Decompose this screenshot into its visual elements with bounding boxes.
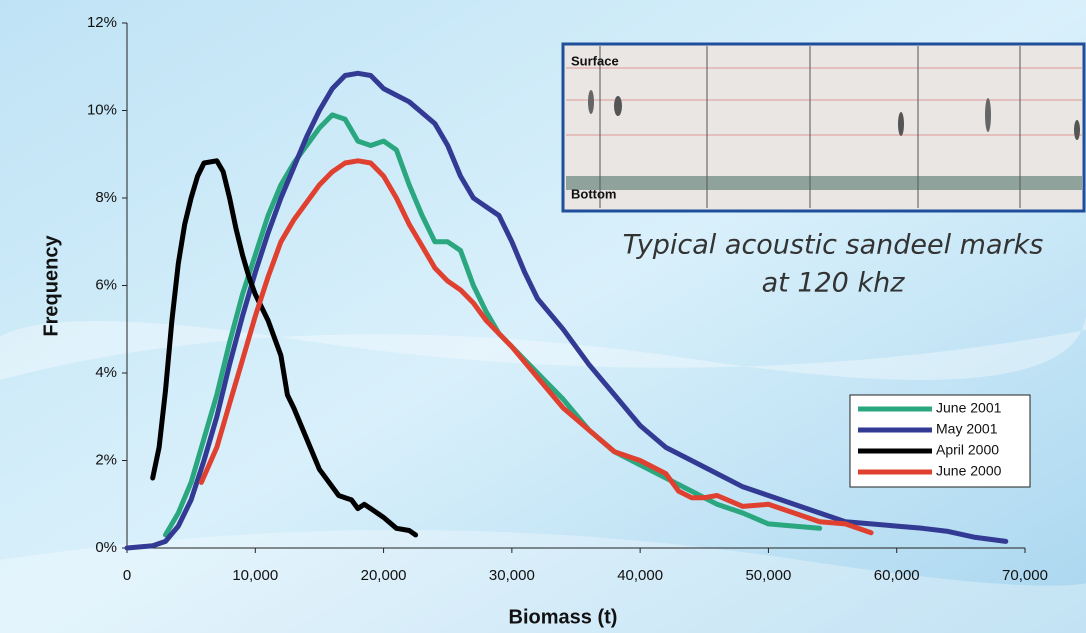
x-tick-label: 0 <box>123 567 131 584</box>
y-axis-title: Frequency <box>40 235 62 337</box>
annotation: at 120 khz <box>762 268 906 299</box>
legend-label: April 2000 <box>936 442 999 458</box>
x-tick-label: 10,000 <box>232 567 278 584</box>
legend-label: June 2001 <box>936 400 1002 416</box>
inset-mark <box>898 112 904 136</box>
x-tick-label: 70,000 <box>1002 567 1048 584</box>
annotation: Typical acoustic sandeel marks <box>623 230 1044 261</box>
x-tick-label: 60,000 <box>874 567 920 584</box>
y-tick-label: 4% <box>95 364 117 381</box>
y-tick-label: 0% <box>95 539 117 556</box>
background-wave <box>0 530 1086 633</box>
inset-mark <box>985 98 991 132</box>
line-series <box>124 70 1009 551</box>
y-tick-label: 2% <box>95 451 117 468</box>
inset-seabed <box>566 176 1082 190</box>
inset-mark <box>588 90 594 114</box>
inset: Surface Bottom <box>561 42 1086 213</box>
inset-mark <box>614 96 622 116</box>
line-series <box>150 158 419 538</box>
x-axis-title: Biomass (t) <box>509 606 618 628</box>
background-wave <box>0 300 1086 410</box>
y-tick-label: 6% <box>95 276 117 293</box>
legend-label: May 2001 <box>936 421 998 437</box>
legend-label: June 2000 <box>936 463 1002 479</box>
y-tick-label: 12% <box>87 14 117 31</box>
y-tick-label: 10% <box>87 101 117 118</box>
y-tick-label: 8% <box>95 189 117 206</box>
inset-mark <box>1074 120 1080 140</box>
x-tick-label: 20,000 <box>361 567 407 584</box>
x-tick-label: 40,000 <box>617 567 663 584</box>
line-series <box>198 158 874 536</box>
inset-label: Surface <box>571 53 619 68</box>
x-tick-label: 30,000 <box>489 567 535 584</box>
x-tick-label: 50,000 <box>745 567 791 584</box>
inset-label: Bottom <box>571 186 617 201</box>
